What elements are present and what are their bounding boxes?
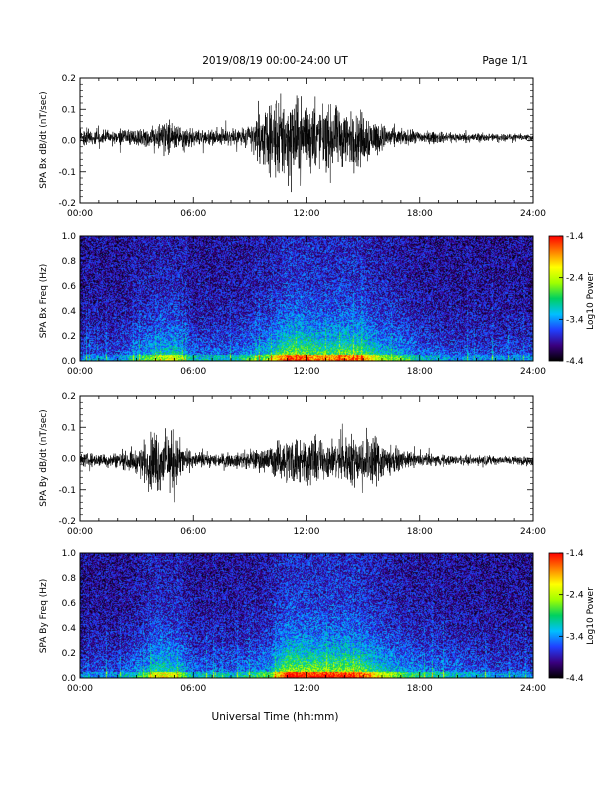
x-tick-label: 18:00 [407,684,433,694]
bx-spectrogram-panel: SPA Bx Freq (Hz) 1.0 0.8 0.6 0.4 0.2 0.000:00… [39,232,546,377]
by-timeseries-ylabel: SPA By dB/dt (nT/sec) [39,409,49,506]
x-tick-label: 18:00 [407,209,433,219]
x-tick-label: 24:00 [520,684,546,694]
x-tick-label: 06:00 [180,684,206,694]
x-tick-label: 06:00 [180,527,206,537]
colorbar-gradient [548,552,564,679]
y-tick-label: 0.0 [62,674,77,684]
x-axis-title: Universal Time (hh:mm) [212,711,339,723]
by-colorbar-label: Log10 Power [586,587,596,645]
bx-colorbar-label: Log10 Power [586,272,596,330]
y-tick-label: -0.2 [58,517,76,527]
y-tick-label: -0.2 [58,199,76,209]
y-tick-label: 0.2 [62,332,76,342]
y-tick-label: 0.2 [62,74,76,84]
page-number: Page 1/1 [482,55,528,67]
spectrogram-image [80,553,533,678]
colorbar-tick-label: -2.4 [566,591,584,601]
x-tick-label: 12:00 [294,367,320,377]
x-tick-label: 24:00 [520,209,546,219]
x-tick-label: 18:00 [407,527,433,537]
y-tick-label: 0.4 [62,624,77,634]
x-tick-label: 12:00 [294,209,320,219]
y-tick-label: 0.6 [62,282,77,292]
y-tick-label: 0.0 [62,137,77,147]
y-tick-label: 0.0 [62,357,77,367]
colorbar-tick-label: -4.4 [566,674,584,684]
x-tick-label: 00:00 [67,684,93,694]
spectrogram-image [80,236,533,361]
x-tick-label: 06:00 [180,367,206,377]
y-tick-label: -0.1 [58,486,76,496]
y-tick-label: -0.1 [58,168,76,178]
colorbar-tick-label: -1.4 [566,549,584,559]
by-colorbar: Log10 Power -1.4 -2.4 -3.4 -4.4 [548,549,596,684]
x-tick-label: 24:00 [520,527,546,537]
series-line [80,423,533,503]
by-spectrogram-ylabel: SPA By Freq (Hz) [39,579,49,654]
y-tick-label: 0.8 [62,574,77,584]
colorbar-tick-label: -4.4 [566,357,584,367]
y-tick-label: 0.0 [62,455,77,465]
y-tick-label: 0.2 [62,392,76,402]
x-tick-label: 06:00 [180,209,206,219]
y-tick-label: 0.8 [62,257,77,267]
colorbar-tick-label: -2.4 [566,274,584,284]
y-tick-label: 0.1 [62,423,76,433]
y-tick-label: 0.2 [62,649,76,659]
by-timeseries-panel: SPA By dB/dt (nT/sec) 0.20.10.0-0.1-0.20… [39,392,546,537]
bx-spectrogram-ylabel: SPA Bx Freq (Hz) [39,264,49,339]
x-tick-label: 00:00 [67,367,93,377]
x-tick-label: 12:00 [294,684,320,694]
colorbar-tick-label: -3.4 [566,632,584,642]
y-tick-label: 1.0 [62,232,77,242]
colorbar-tick-label: -3.4 [566,315,584,325]
y-tick-label: 1.0 [62,549,77,559]
bx-timeseries-panel: SPA Bx dB/dt (nT/sec) 0.20.10.0-0.1-0.20… [39,74,546,219]
date-range-title: 2019/08/19 00:00-24:00 UT [202,55,348,67]
y-tick-label: 0.4 [62,307,77,317]
colorbar-gradient [548,235,564,362]
x-tick-label: 24:00 [520,367,546,377]
series-line [80,93,533,193]
y-tick-label: 0.6 [62,599,77,609]
x-tick-label: 12:00 [294,527,320,537]
x-tick-label: 18:00 [407,367,433,377]
x-tick-label: 00:00 [67,209,93,219]
bx-colorbar: Log10 Power -1.4 -2.4 -3.4 -4.4 [548,232,596,367]
x-tick-label: 00:00 [67,527,93,537]
y-tick-label: 0.1 [62,105,76,115]
colorbar-tick-label: -1.4 [566,232,584,242]
bx-timeseries-ylabel: SPA Bx dB/dt (nT/sec) [39,91,49,188]
by-spectrogram-panel: SPA By Freq (Hz) 1.0 0.8 0.6 0.4 0.2 0.000:00… [39,549,546,694]
